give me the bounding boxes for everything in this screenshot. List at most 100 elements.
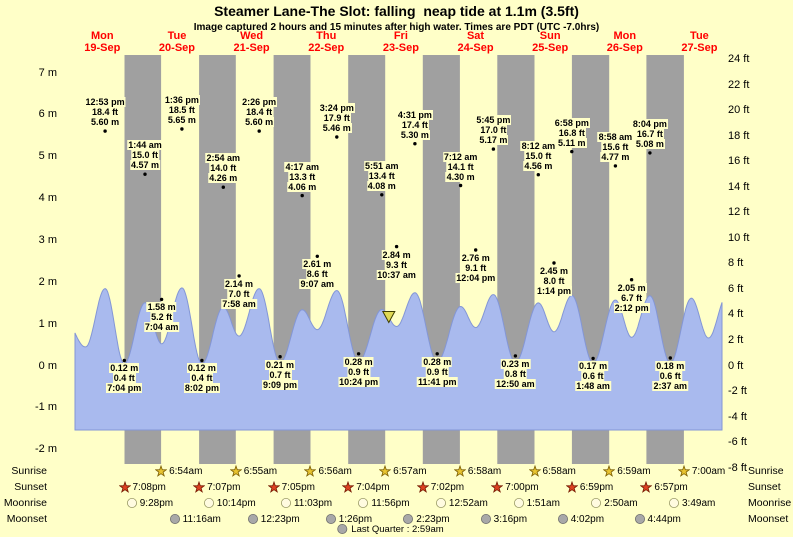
tide-low-label: 0.12 m 0.4 ft 7:04 pm: [106, 363, 143, 394]
tide-low-label: 2.45 m 8.0 ft 1:14 pm: [535, 265, 572, 296]
tide-point-dot: [491, 147, 496, 151]
sunrise-item: 6:57am: [379, 464, 427, 478]
sunset-item: 6:59pm: [565, 480, 614, 494]
moonrise-item: 9:28pm: [126, 496, 173, 510]
row-label-moonset-right: Moonset: [748, 513, 789, 525]
moonrise-item: 1:51am: [513, 496, 560, 510]
moonset-time: 4:44pm: [647, 513, 681, 525]
tide-point-dot: [180, 127, 184, 131]
moonrise-item: 11:03pm: [280, 496, 332, 510]
sunset-item: 6:57pm: [640, 480, 688, 494]
moonset-time: 4:02pm: [570, 513, 605, 525]
tide-point-dot: [552, 261, 556, 265]
tide-low-label: 0.18 m 0.6 ft 2:37 am: [652, 360, 689, 391]
sunset-star-icon: [565, 481, 578, 493]
tide-low-label: 1.58 m 5.2 ft 7:04 am: [143, 302, 180, 333]
tide-point-dot: [458, 183, 463, 188]
moonrise-icon: [668, 498, 679, 508]
tide-point-dot: [648, 151, 652, 155]
tide-point-dot: [237, 274, 241, 278]
tide-low-label: 0.28 m 0.9 ft 11:41 pm: [416, 356, 458, 387]
tide-high-label: 2:26 pm 18.4 ft 5.60 m: [241, 97, 278, 128]
tide-point-dot: [103, 129, 107, 133]
sunrise-item: 6:56am: [304, 464, 352, 478]
sunrise-item: 6:59am: [603, 464, 651, 478]
tide-low-label: 2.61 m 8.6 ft 9:07 am: [299, 259, 336, 290]
moonrise-time: 9:28pm: [139, 497, 174, 509]
moonset-time: 1:26pm: [338, 513, 373, 525]
moonrise-time: 10:14pm: [216, 497, 256, 509]
sunset-star-icon: [193, 481, 206, 493]
axis-label-ft: 10 ft: [728, 231, 750, 244]
sunrise-item: 6:58am: [453, 464, 501, 478]
sunrise-star-icon: [304, 465, 317, 477]
axis-label-ft: 20 ft: [728, 104, 750, 117]
sunset-star-icon: [416, 481, 429, 493]
moonrise-item: 2:50am: [590, 496, 638, 510]
day-header: Mon 19-Sep: [84, 30, 121, 54]
sunset-star-icon: [118, 481, 131, 493]
sunset-item: 7:02pm: [416, 480, 465, 494]
moonset-icon: [634, 514, 645, 524]
tide-point-dot: [278, 355, 282, 359]
tide-point-dot: [394, 244, 399, 249]
tide-point-dot: [474, 248, 478, 252]
moonrise-icon: [513, 498, 524, 508]
tide-high-label: 7:12 am 14.1 ft 4.30 m: [442, 151, 479, 182]
tide-high-label: 3:24 pm 17.9 ft 5.46 m: [318, 102, 355, 133]
day-header: Thu 22-Sep: [308, 30, 345, 54]
tide-high-label: 4:17 am 13.3 ft 4.06 m: [284, 161, 320, 192]
axis-label-ft: 22 ft: [728, 78, 750, 91]
tide-low-label: 2.05 m 6.7 ft 2:12 pm: [613, 282, 650, 313]
sunrise-star-icon: [528, 465, 541, 477]
moonset-time: 12:23pm: [260, 513, 300, 525]
tide-point-dot: [513, 354, 518, 358]
tide-point-dot: [356, 352, 361, 356]
axis-label-m: 7 m: [38, 66, 57, 79]
axis-label-m: 6 m: [38, 108, 57, 121]
sunset-time: 7:08pm: [132, 481, 166, 493]
axis-label-m: -2 m: [35, 443, 57, 456]
tide-point-dot: [380, 193, 384, 197]
tide-high-label: 6:58 pm 16.8 ft 5.11 m: [553, 117, 590, 148]
sunset-item: 7:08pm: [118, 480, 166, 494]
moonset-item: 2:23pm: [402, 512, 450, 526]
moon-phase-icon: [337, 524, 348, 534]
sunrise-star-icon: [155, 465, 168, 477]
day-header: Mon 26-Sep: [606, 30, 643, 54]
axis-label-ft: 24 ft: [728, 53, 750, 66]
tide-high-label: 8:58 am 15.6 ft 4.77 m: [597, 131, 634, 162]
moonset-icon: [480, 514, 491, 524]
moonset-icon: [247, 514, 258, 524]
moonrise-time: 11:56pm: [371, 497, 410, 509]
tide-high-label: 1:44 am 15.0 ft 4.57 m: [127, 140, 163, 171]
chart-title: Steamer Lane-The Slot: falling neap tide…: [214, 3, 579, 19]
tide-low-label: 0.23 m 0.8 ft 12:50 am: [495, 358, 536, 389]
row-label-moonset-left: Moonset: [6, 513, 47, 525]
row-label-moonrise-left: Moonrise: [3, 497, 47, 509]
sunset-time: 7:00pm: [505, 481, 539, 493]
moonrise-icon: [435, 498, 446, 508]
moonset-time: 11:16am: [182, 513, 221, 525]
sunrise-item: 6:54am: [155, 464, 202, 478]
moonset-time: 3:16pm: [493, 513, 528, 525]
moonset-item: 3:16pm: [480, 512, 527, 526]
tide-point-dot: [570, 149, 574, 154]
day-header: Tue 20-Sep: [158, 30, 195, 54]
sunset-time: 6:59pm: [579, 481, 614, 493]
row-label-sunrise-left: Sunrise: [11, 465, 47, 477]
sunrise-star-icon: [453, 465, 466, 477]
sunset-star-icon: [640, 481, 653, 493]
tide-high-label: 8:04 pm 16.7 ft 5.08 m: [631, 118, 668, 149]
moonrise-time: 2:50am: [604, 497, 638, 509]
tide-point-dot: [668, 356, 672, 360]
tide-high-label: 1:36 pm 18.5 ft 5.65 m: [163, 95, 200, 126]
sunset-time: 7:02pm: [430, 481, 465, 493]
sunrise-time: 6:58am: [542, 465, 576, 477]
tide-low-label: 2.84 m 9.3 ft 10:37 am: [376, 249, 417, 280]
sunrise-star-icon: [379, 465, 392, 477]
moonrise-item: 3:49am: [668, 496, 715, 510]
moonrise-icon: [126, 498, 137, 508]
